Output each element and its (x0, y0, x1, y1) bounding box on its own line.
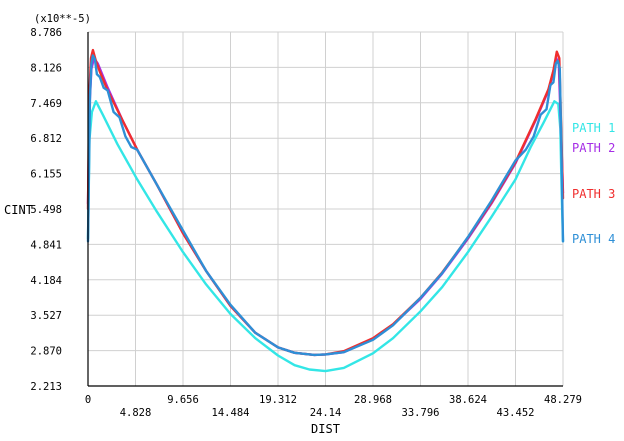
legend: PATH 1 PATH 2 PATH 3 PATH 4 (572, 121, 615, 246)
axes (87, 32, 563, 387)
y-tick-label: 3.527 (30, 310, 62, 322)
y-tick-label: 2.213 (30, 381, 62, 393)
x-tick-label: 48.279 (544, 394, 582, 406)
x-tick-label: 9.656 (167, 394, 199, 406)
x-tick-labels: 0 4.828 9.656 14.484 19.312 24.14 28.968 33.796… (85, 394, 582, 419)
legend-entry-path-2: PATH 2 (572, 141, 615, 155)
legend-entry-path-3: PATH 3 (572, 187, 615, 201)
y-tick-label: 7.469 (30, 98, 62, 110)
x-tick-label: 38.624 (449, 394, 487, 406)
x-tick-label: 33.796 (402, 407, 440, 419)
x-tick-label: 43.452 (497, 407, 535, 419)
x-tick-label: 4.828 (120, 407, 152, 419)
legend-entry-path-1: PATH 1 (572, 121, 615, 135)
y-axis-multiplier: (x10**-5) (34, 13, 91, 25)
grid-lines (88, 31, 564, 386)
series-lines (86, 48, 565, 373)
x-tick-label: 19.312 (259, 394, 297, 406)
y-axis-title: CINT (4, 203, 33, 217)
x-tick-label: 0 (85, 394, 91, 406)
x-axis-title: DIST (311, 422, 340, 436)
y-tick-label: 8.786 (30, 27, 62, 39)
series-line-path-4 (86, 54, 565, 357)
x-tick-label: 28.968 (354, 394, 392, 406)
y-tick-label: 4.841 (30, 239, 62, 251)
y-tick-label: 6.155 (30, 169, 62, 181)
y-tick-labels: 2.213 2.870 3.527 4.184 4.841 5.498 6.155 6.812… (30, 27, 62, 393)
y-tick-label: 2.870 (30, 346, 62, 358)
series-line-path-1 (86, 100, 565, 373)
y-tick-label: 4.184 (30, 275, 62, 287)
y-tick-label: 8.126 (30, 62, 62, 74)
y-tick-label: 6.812 (30, 133, 62, 145)
legend-entry-path-4: PATH 4 (572, 232, 615, 246)
x-tick-label: 14.484 (212, 407, 250, 419)
y-tick-label: 5.498 (30, 204, 62, 216)
x-tick-label: 24.14 (310, 407, 342, 419)
